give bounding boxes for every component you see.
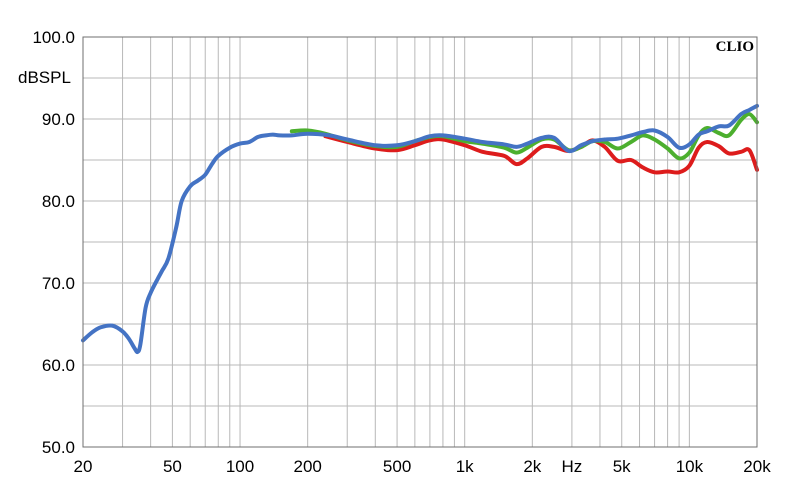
y-tick-label: 60.0 <box>42 356 75 375</box>
x-tick-label: 200 <box>294 457 322 476</box>
grid <box>83 37 757 447</box>
x-axis-unit-label: Hz <box>562 457 583 476</box>
y-axis-label: dBSPL <box>18 68 71 87</box>
x-tick-label: 2k <box>523 457 541 476</box>
x-tick-label: 20k <box>743 457 771 476</box>
x-tick-label: 1k <box>456 457 474 476</box>
y-tick-label: 80.0 <box>42 192 75 211</box>
y-axis-ticks: 100.0 90.0 80.0 70.0 60.0 50.0 <box>32 28 75 457</box>
x-tick-label: 20 <box>74 457 93 476</box>
x-axis-ticks: 20 50 100 200 500 1k 2k 5k 10k 20k <box>74 457 772 476</box>
y-tick-label: 50.0 <box>42 438 75 457</box>
y-tick-label: 70.0 <box>42 274 75 293</box>
y-tick-label: 90.0 <box>42 110 75 129</box>
series-line-3 <box>81 103 759 354</box>
x-tick-label: 100 <box>226 457 254 476</box>
plot-frame <box>82 36 758 448</box>
x-tick-label: 10k <box>676 457 704 476</box>
brand-label: CLIO <box>716 39 754 55</box>
x-tick-label: 500 <box>383 457 411 476</box>
x-tick-label: 5k <box>613 457 631 476</box>
x-tick-label: 50 <box>163 457 182 476</box>
y-tick-label: 100.0 <box>32 28 75 47</box>
series-layer <box>81 103 759 354</box>
